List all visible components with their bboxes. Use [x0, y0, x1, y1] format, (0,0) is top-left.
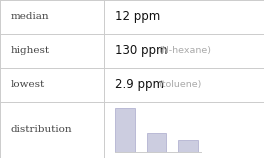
Text: lowest: lowest	[11, 80, 45, 89]
Bar	[147, 133, 166, 152]
Text: highest: highest	[11, 46, 50, 55]
Text: 130 ppm   (N-hexane): 130 ppm (N-hexane)	[115, 44, 244, 58]
Bar	[178, 140, 198, 152]
Text: 2.9 ppm   (toluene): 2.9 ppm (toluene)	[115, 78, 229, 91]
Text: distribution: distribution	[11, 125, 72, 134]
Text: 2.9 ppm: 2.9 ppm	[115, 78, 164, 91]
Text: (N-hexane): (N-hexane)	[158, 46, 211, 55]
Text: 12 ppm: 12 ppm	[115, 10, 160, 24]
Bar	[115, 108, 135, 152]
Text: (toluene): (toluene)	[158, 80, 201, 89]
Text: median: median	[11, 12, 49, 21]
Text: 130 ppm: 130 ppm	[115, 44, 167, 58]
